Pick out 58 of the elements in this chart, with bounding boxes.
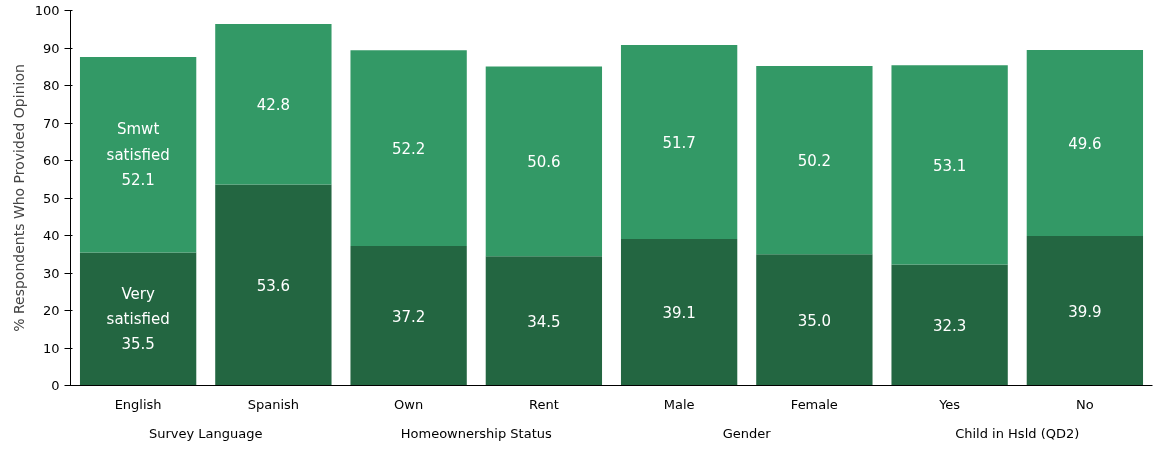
x-tick-label: No [1076,396,1094,412]
bar [350,246,467,386]
x-tick-label: English [114,396,162,412]
text: Homeownership Status [400,425,552,441]
data-label: 35.0 [797,311,832,330]
x-tick-label: Female [790,396,838,412]
series-label: Very satisfied [106,284,170,328]
bar [1026,235,1144,386]
y-tick-label: 0 [51,378,60,393]
x-tick-label: Spanish [247,396,300,412]
bar [79,57,197,253]
data-label: 50.6 [527,153,561,172]
y-tick-label: 70 [42,115,60,131]
bar [620,238,738,386]
y-tick-label: 80 [42,78,60,93]
bar [891,264,1008,386]
data-label: 39.9 [1068,302,1102,321]
x-tick-label: Male [663,396,695,412]
data-label: 51.7 [662,133,696,152]
data-label: 52.2 [391,140,426,159]
y-tick-label: 30 [42,265,60,281]
series-label: Smwt satisfied [106,120,170,164]
bar [485,66,603,257]
bar [1026,49,1144,236]
bar [756,66,873,255]
bar [215,184,332,386]
bar [350,50,467,246]
y-tick-label: 10 [42,340,60,356]
bar [620,45,738,239]
bar [485,256,603,386]
data-label: 49.6 [1068,134,1102,153]
x-tick-label: Rent [528,396,559,412]
y-axis-title: % Respondents Who Provided Opinion [10,64,27,332]
text: Child in Hsld (QD2) [955,425,1080,441]
data-label: 50.2 [797,152,832,171]
x-tick-label: Yes [938,396,961,412]
y-tick-label: 40 [42,228,60,243]
data-label: 52.1 [121,170,155,189]
bar [215,24,332,185]
bar [756,254,873,386]
data-label: 32.3 [932,316,967,335]
data-label: 35.5 [121,335,155,354]
y-tick-label: 100 [34,3,60,18]
text: Survey Language [149,425,263,441]
x-tick-label: Own [394,396,424,412]
y-tick-label: 90 [42,40,60,56]
y-tick-label: 50 [42,190,60,206]
data-label: 34.5 [527,312,561,331]
y-tick-label: 60 [42,153,60,168]
data-label: 42.8 [256,96,291,115]
bar [79,252,197,386]
y-tick-label: 20 [42,303,60,318]
bar [891,65,1008,265]
text: Gender [722,425,772,441]
data-label: 39.1 [662,304,696,323]
data-label: 53.6 [256,277,291,295]
data-label: 53.1 [932,156,967,175]
data-label: 37.2 [391,307,426,326]
